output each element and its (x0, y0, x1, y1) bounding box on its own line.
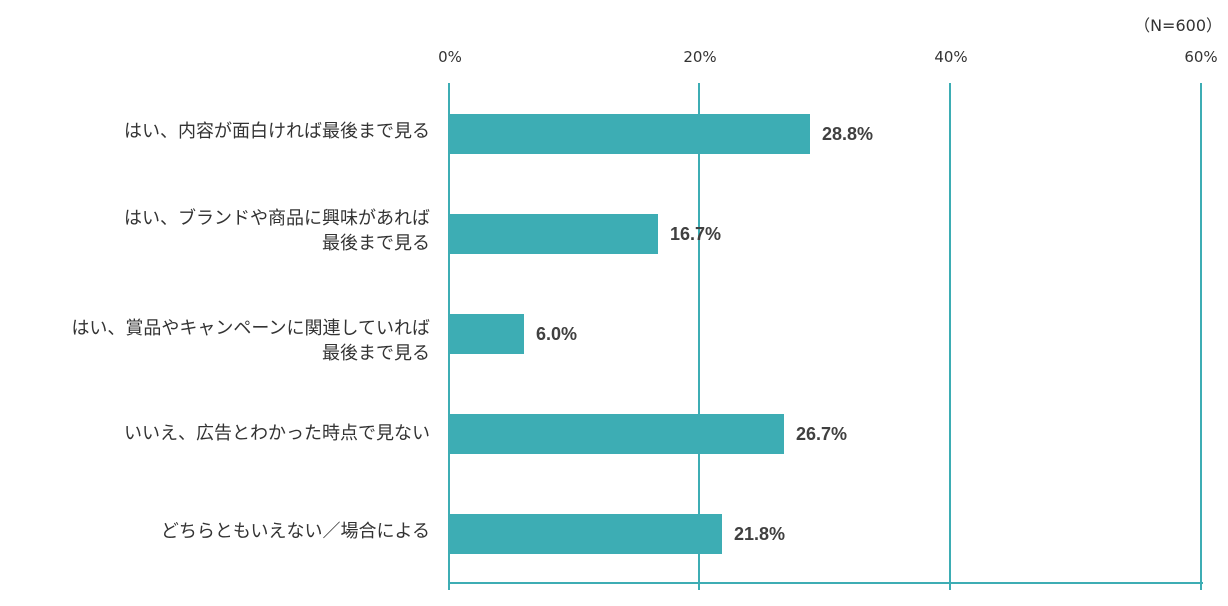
category-label: はい、内容が面白ければ最後まで見る (124, 119, 430, 144)
x-tick-0: 0% (438, 48, 462, 66)
bar (449, 114, 810, 154)
value-label: 16.7% (670, 224, 722, 244)
gridline-60 (1200, 83, 1202, 590)
category-label-line: はい、賞品やキャンペーンに関連していれば (71, 318, 430, 339)
category-label-line: いいえ、広告とわかった時点で見ない (124, 423, 430, 444)
gridline-20 (698, 83, 700, 590)
category-label-line: はい、ブランドや商品に興味があれば (124, 208, 430, 229)
value-label: 21.8% (734, 524, 786, 544)
bar (449, 414, 784, 454)
category-label: いいえ、広告とわかった時点で見ない (124, 421, 430, 446)
category-label-line: はい、内容が面白ければ最後まで見る (124, 121, 430, 142)
gridline-40 (949, 83, 951, 590)
category-label: はい、ブランドや商品に興味があれば 最後まで見る (124, 206, 430, 256)
x-tick-20: 20% (683, 48, 717, 66)
category-label: どちらともいえない／場合による (161, 519, 430, 544)
category-label: はい、賞品やキャンペーンに関連していれば 最後まで見る (71, 316, 430, 366)
value-label: 26.7% (796, 424, 848, 444)
value-label: 6.0% (536, 324, 578, 344)
value-label: 28.8% (822, 124, 874, 144)
bar (449, 214, 658, 254)
bar (449, 314, 524, 354)
bar (449, 514, 722, 554)
x-tick-60: 60% (1184, 48, 1218, 66)
category-label-line: どちらともいえない／場合による (160, 521, 430, 542)
x-tick-40: 40% (934, 48, 968, 66)
category-label-line: 最後まで見る (322, 343, 430, 364)
sample-size-note: （N=600） (1134, 16, 1222, 35)
x-axis-line (449, 582, 1203, 584)
category-label-line: 最後まで見る (322, 233, 430, 254)
